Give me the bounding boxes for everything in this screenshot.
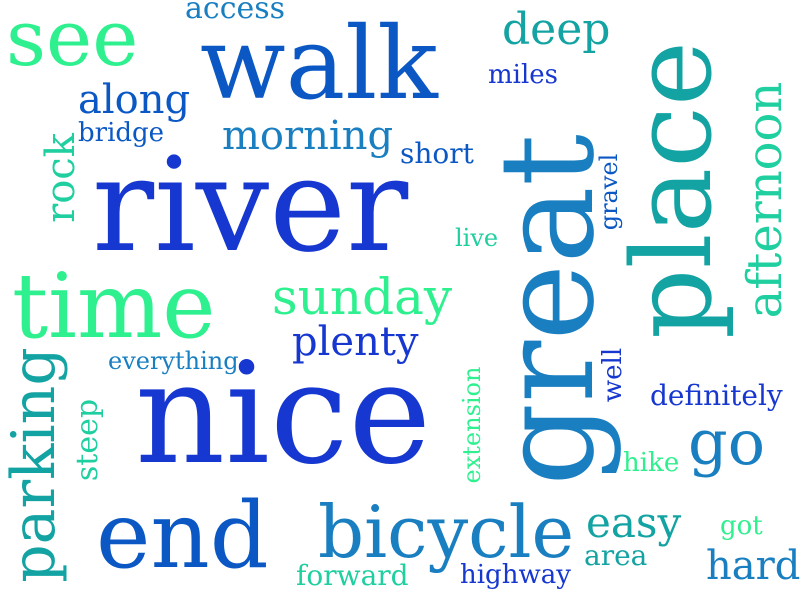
word-plenty: plenty [292, 319, 419, 365]
word-sunday: sunday [272, 268, 453, 326]
word-gravel: gravel [595, 153, 623, 231]
word-see: see [6, 0, 139, 84]
word-deep: deep [502, 4, 611, 55]
word-along: along [78, 77, 191, 123]
word-live: live [455, 224, 499, 252]
word-hike: hike [623, 448, 680, 478]
word-rock: rock [38, 133, 84, 223]
word-afternoon: afternoon [737, 81, 793, 319]
word-miles: miles [488, 60, 559, 90]
word-walk: walk [200, 5, 438, 122]
word-definitely: definitely [650, 379, 783, 412]
word-everything: everything [108, 347, 239, 375]
word-nice: nice [135, 333, 432, 496]
word-time: time [12, 254, 216, 359]
word-got: got [720, 511, 763, 541]
word-extension: extension [458, 366, 486, 484]
word-hard: hard [706, 543, 800, 589]
word-bicycle: bicycle [318, 490, 575, 574]
word-great: great [471, 133, 623, 487]
word-bridge: bridge [78, 118, 165, 148]
word-morning: morning [222, 113, 394, 159]
word-area: area [584, 539, 648, 572]
word-forward: forward [296, 559, 409, 592]
word-steep: steep [70, 398, 105, 482]
word-parking: parking [0, 347, 69, 583]
word-access: access [185, 0, 286, 26]
word-highway: highway [460, 560, 571, 590]
word-well: well [598, 347, 628, 403]
word-short: short [400, 137, 474, 170]
word-river: river [92, 129, 409, 281]
word-easy: easy [586, 498, 682, 547]
word-end: end [96, 482, 269, 589]
word-go: go [688, 406, 766, 479]
word-place: place [608, 41, 736, 339]
